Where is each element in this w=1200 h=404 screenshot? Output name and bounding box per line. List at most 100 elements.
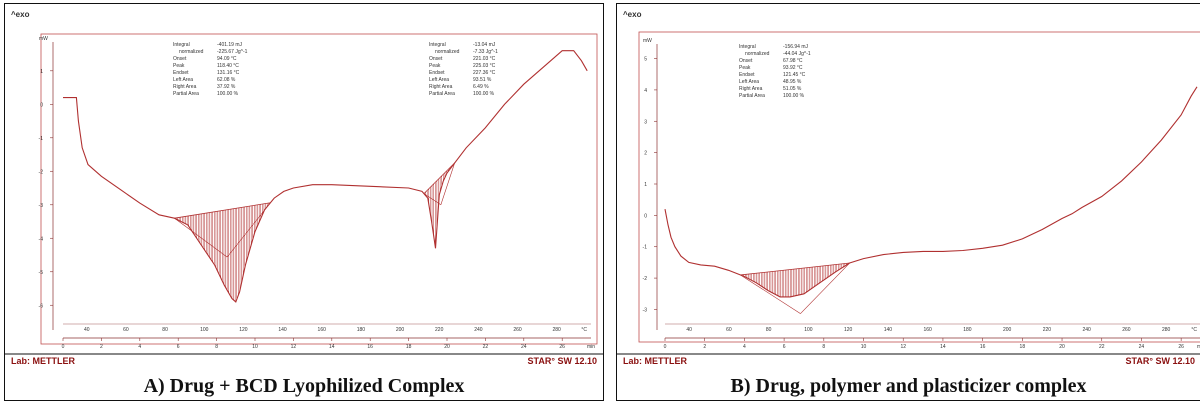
x-tick-label: 20 — [1059, 344, 1065, 350]
y-tick-label: -6 — [39, 303, 44, 309]
annotation-value: 37.92 % — [217, 84, 236, 90]
dsc-curve — [664, 86, 1198, 298]
caption-b: B) Drug, polymer and plasticizer complex — [730, 375, 1087, 397]
temp-tick-label: 60 — [123, 327, 129, 333]
x-tick-label: 2 — [100, 344, 103, 350]
temp-tick-label: 120 — [239, 327, 248, 333]
annotation-key: normalized — [179, 49, 204, 55]
temp-tick-label: 220 — [435, 327, 444, 333]
temp-tick-label: 140 — [278, 327, 287, 333]
x-tick-label: 6 — [177, 344, 180, 350]
annotation-key: Onset — [739, 58, 753, 64]
y-unit-label: mW — [643, 38, 652, 44]
temp-unit-label: °C — [1191, 327, 1197, 333]
y-tick-label: -5 — [39, 270, 44, 276]
x-tick-label: 16 — [367, 344, 373, 350]
tangent-line — [174, 217, 228, 258]
x-unit-label: min — [587, 344, 595, 350]
temp-tick-label: 280 — [1162, 327, 1171, 333]
exo-label: ^exo — [11, 10, 30, 19]
panel-a: ^exo mW 1 0 -1 -2 -3 -4 -5 -6 40 60 80 100 120 140 160 18… — [4, 3, 604, 401]
annotation-key: Integral — [429, 42, 446, 48]
x-tick-label: 4 — [138, 344, 141, 350]
x-tick-label: 18 — [406, 344, 412, 350]
annotation-value: -401.19 mJ — [217, 42, 243, 48]
tangent-line — [800, 262, 850, 314]
temp-tick-label: 240 — [1082, 327, 1091, 333]
annotation-key: Right Area — [429, 84, 453, 90]
annotation-key: Endset — [429, 70, 445, 76]
panel-b: ^exo mW 5 4 3 2 1 0 -1 -2 -3 40 60 80 100 120 140 160 180 2… — [616, 3, 1200, 401]
y-unit-label: mW — [39, 36, 48, 42]
temp-tick-label: 100 — [804, 327, 813, 333]
temp-tick-label: 40 — [686, 327, 692, 333]
annotation-value: -225.67 Jg^-1 — [217, 49, 248, 55]
annotation-value: 121.45 °C — [783, 72, 806, 78]
temp-tick-label: 200 — [1003, 327, 1012, 333]
temp-tick-label: 80 — [162, 327, 168, 333]
annotation-value: 48.95 % — [783, 79, 802, 85]
x-tick-label: 10 — [252, 344, 258, 350]
annotation-value: 62.08 % — [217, 77, 236, 83]
temp-tick-label: 260 — [513, 327, 522, 333]
temp-tick-label: 280 — [553, 327, 562, 333]
temp-unit-label: °C — [581, 327, 587, 333]
temp-tick-label: 160 — [923, 327, 932, 333]
x-tick-label: 26 — [559, 344, 565, 350]
y-tick-label: -2 — [39, 169, 44, 175]
y-tick-label: 0 — [40, 102, 43, 108]
x-tick-label: 14 — [940, 344, 946, 350]
temp-tick-label: 60 — [726, 327, 732, 333]
y-tick-label: 1 — [40, 69, 43, 75]
annotation-key: Peak — [429, 63, 441, 69]
caption-a: A) Drug + BCD Lyophilized Complex — [143, 375, 465, 397]
annotation-value: 227.36 °C — [473, 70, 496, 76]
x-unit-label: min — [1197, 344, 1200, 350]
temp-tick-label: 180 — [963, 327, 972, 333]
baseline-line — [423, 162, 455, 194]
temp-tick-label: 120 — [844, 327, 853, 333]
annotation-value: -156.94 mJ — [783, 44, 809, 50]
annotation-key: Endset — [173, 70, 189, 76]
temp-tick-label: 80 — [766, 327, 772, 333]
annotation-value: 100.00 % — [217, 91, 239, 97]
annotation-key: Onset — [173, 56, 187, 62]
y-tick-label: 3 — [644, 119, 647, 125]
plot-frame — [40, 33, 598, 345]
y-tick-label: -3 — [643, 307, 648, 313]
annotation-value: 6.49 % — [473, 84, 489, 90]
temp-tick-label: 200 — [396, 327, 405, 333]
annotation-value: 131.16 °C — [217, 70, 240, 76]
x-tick-label: 0 — [62, 344, 65, 350]
x-tick-label: 14 — [329, 344, 335, 350]
y-tick-label: 4 — [644, 88, 647, 94]
dsc-curve — [63, 50, 588, 303]
annotation-key: Integral — [173, 42, 190, 48]
annotation-value: -13.04 mJ — [473, 42, 496, 48]
annotation-value: 100.00 % — [473, 91, 495, 97]
footer-software: STAR° SW 12.10 — [1126, 356, 1195, 366]
annotation-key: Right Area — [173, 84, 197, 90]
annotation-value: 94.09 °C — [217, 56, 237, 62]
annotation-value: 221.03 °C — [473, 56, 496, 62]
annotation-key: normalized — [745, 51, 770, 57]
y-tick-label: 0 — [644, 213, 647, 219]
x-tick-label: 4 — [743, 344, 746, 350]
x-tick-label: 8 — [215, 344, 218, 350]
y-tick-label: -2 — [643, 276, 648, 282]
annotation-key: normalized — [435, 49, 460, 55]
y-tick-label: -1 — [39, 136, 44, 142]
annotation-value: 93.92 °C — [783, 65, 803, 71]
temp-tick-label: 100 — [200, 327, 209, 333]
annotation-key: Peak — [739, 65, 751, 71]
tangent-line — [423, 193, 442, 205]
annotation-key: Partial Area — [173, 91, 199, 97]
tangent-line — [740, 274, 801, 314]
annotation-value: 93.51 % — [473, 77, 492, 83]
temp-tick-label: 240 — [474, 327, 483, 333]
x-tick-label: 16 — [980, 344, 986, 350]
annotation-key: Left Area — [173, 77, 193, 83]
x-tick-label: 24 — [521, 344, 527, 350]
annotation-key: Partial Area — [739, 93, 765, 99]
